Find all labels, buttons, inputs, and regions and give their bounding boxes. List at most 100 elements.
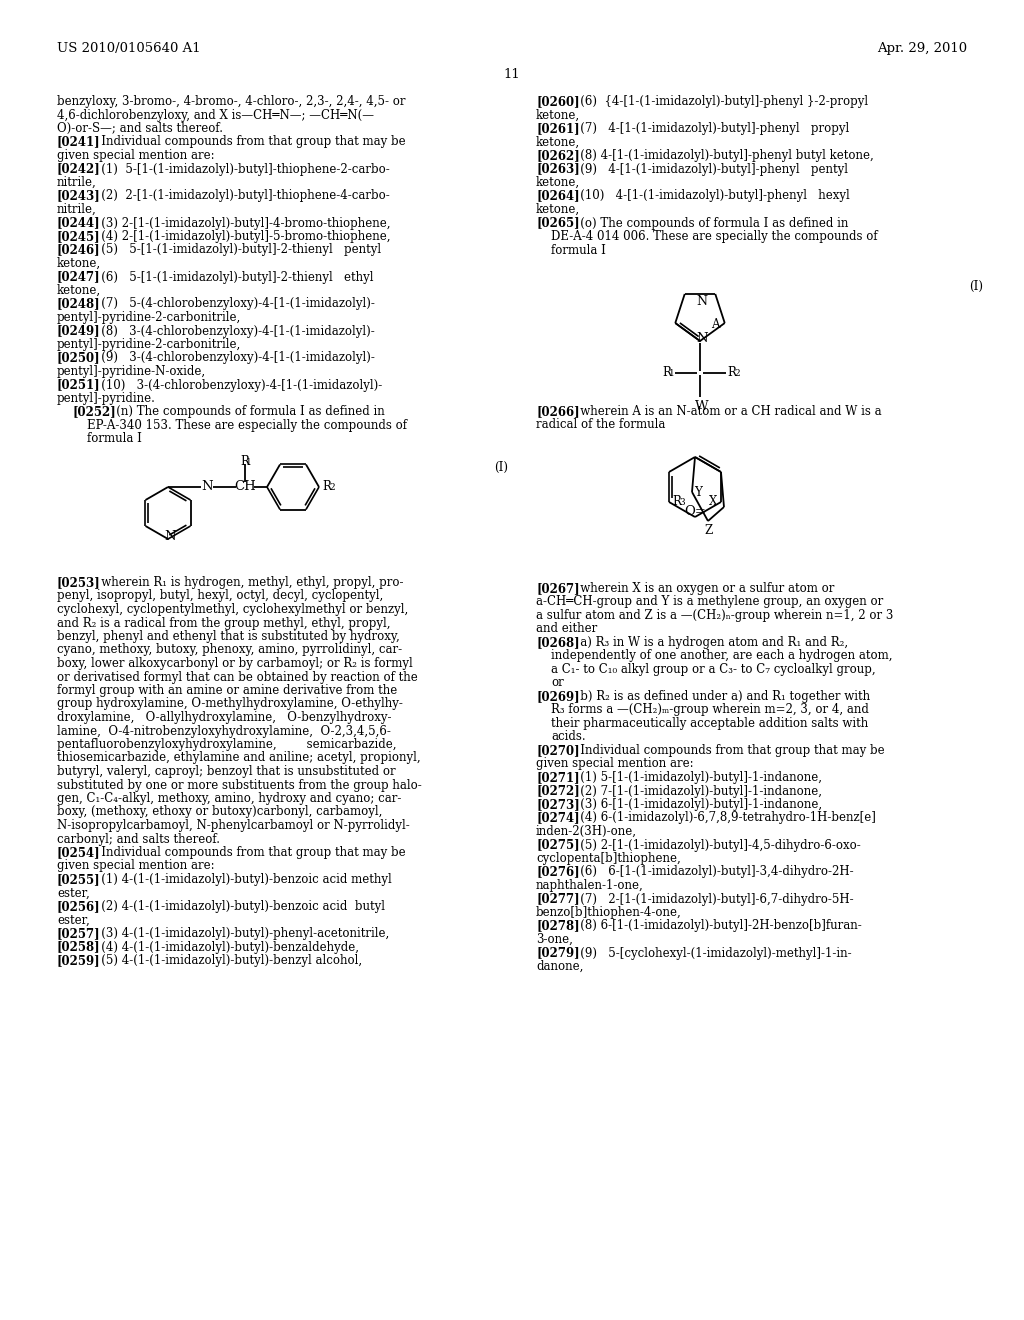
- Text: b) R₂ is as defined under a) and R₁ together with: b) R₂ is as defined under a) and R₁ toge…: [569, 690, 870, 704]
- Text: (I): (I): [969, 280, 983, 293]
- Text: [0269]: [0269]: [536, 690, 580, 704]
- Text: pentafluorobenzyloxyhydroxylamine,        semicarbazide,: pentafluorobenzyloxyhydroxylamine, semic…: [57, 738, 396, 751]
- Text: [0257]: [0257]: [57, 927, 100, 940]
- Text: (2) 7-[1-(1-imidazolyl)-butyl]-1-indanone,: (2) 7-[1-(1-imidazolyl)-butyl]-1-indanon…: [569, 784, 822, 797]
- Text: cyclohexyl, cyclopentylmethyl, cyclohexylmethyl or benzyl,: cyclohexyl, cyclopentylmethyl, cyclohexy…: [57, 603, 409, 616]
- Text: (6)  {4-[1-(1-imidazolyl)-butyl]-phenyl }-2-propyl: (6) {4-[1-(1-imidazolyl)-butyl]-phenyl }…: [569, 95, 868, 108]
- Text: [0273]: [0273]: [536, 799, 580, 810]
- Text: acids.: acids.: [551, 730, 586, 743]
- Text: (8) 6-[1-(1-imidazolyl)-butyl]-2H-benzo[b]furan-: (8) 6-[1-(1-imidazolyl)-butyl]-2H-benzo[…: [569, 920, 862, 932]
- Text: [0279]: [0279]: [536, 946, 580, 960]
- Text: [0246]: [0246]: [57, 243, 100, 256]
- Text: Apr. 29, 2010: Apr. 29, 2010: [877, 42, 967, 55]
- Text: 1: 1: [246, 458, 252, 467]
- Text: [0244]: [0244]: [57, 216, 100, 230]
- Text: [0242]: [0242]: [57, 162, 100, 176]
- Text: EP-A-340 153. These are especially the compounds of: EP-A-340 153. These are especially the c…: [87, 418, 407, 432]
- Text: W: W: [695, 400, 709, 413]
- Text: carbonyl; and salts thereof.: carbonyl; and salts thereof.: [57, 833, 220, 846]
- Text: independently of one another, are each a hydrogen atom,: independently of one another, are each a…: [551, 649, 893, 663]
- Text: [0274]: [0274]: [536, 812, 580, 825]
- Text: US 2010/0105640 A1: US 2010/0105640 A1: [57, 42, 201, 55]
- Text: (7)   4-[1-(1-imidazolyl)-butyl]-phenyl   propyl: (7) 4-[1-(1-imidazolyl)-butyl]-phenyl pr…: [569, 121, 850, 135]
- Text: (3) 2-[1-(1-imidazolyl)-butyl]-4-bromo-thiophene,: (3) 2-[1-(1-imidazolyl)-butyl]-4-bromo-t…: [90, 216, 391, 230]
- Text: [0270]: [0270]: [536, 744, 580, 756]
- Text: Y: Y: [694, 486, 701, 499]
- Text: 4,6-dichlorobenzyloxy, and X is—CH═N—; —CH═N(—: 4,6-dichlorobenzyloxy, and X is—CH═N—; —…: [57, 108, 374, 121]
- Text: 3-one,: 3-one,: [536, 933, 572, 946]
- Text: a) R₃ in W is a hydrogen atom and R₁ and R₂,: a) R₃ in W is a hydrogen atom and R₁ and…: [569, 636, 849, 649]
- Text: [0260]: [0260]: [536, 95, 580, 108]
- Text: and R₂ is a radical from the group methyl, ethyl, propyl,: and R₂ is a radical from the group methy…: [57, 616, 390, 630]
- Text: boxy, (methoxy, ethoxy or butoxy)carbonyl, carbamoyl,: boxy, (methoxy, ethoxy or butoxy)carbony…: [57, 805, 382, 818]
- Text: 3: 3: [679, 498, 685, 507]
- Text: [0266]: [0266]: [536, 405, 580, 418]
- Text: formula I: formula I: [551, 243, 606, 256]
- Text: O)-or-S—; and salts thereof.: O)-or-S—; and salts thereof.: [57, 121, 223, 135]
- Text: [0255]: [0255]: [57, 873, 100, 886]
- Text: (4) 4-(1-(1-imidazolyl)-butyl)-benzaldehyde,: (4) 4-(1-(1-imidazolyl)-butyl)-benzaldeh…: [90, 940, 359, 953]
- Text: (6)   6-[1-(1-imidazolyl)-butyl]-3,4-dihydro-2H-: (6) 6-[1-(1-imidazolyl)-butyl]-3,4-dihyd…: [569, 866, 854, 879]
- Text: [0250]: [0250]: [57, 351, 100, 364]
- Text: (2)  2-[1-(1-imidazolyl)-butyl]-thiophene-4-carbo-: (2) 2-[1-(1-imidazolyl)-butyl]-thiophene…: [90, 190, 390, 202]
- Text: [0262]: [0262]: [536, 149, 580, 162]
- Text: R: R: [672, 495, 681, 508]
- Text: [0245]: [0245]: [57, 230, 100, 243]
- Text: a C₁- to C₁₀ alkyl group or a C₃- to C₇ cycloalkyl group,: a C₁- to C₁₀ alkyl group or a C₃- to C₇ …: [551, 663, 876, 676]
- Text: Individual compounds from that group that may be: Individual compounds from that group tha…: [90, 136, 406, 149]
- Text: [0253]: [0253]: [57, 576, 100, 589]
- Text: wherein X is an oxygen or a sulfur atom or: wherein X is an oxygen or a sulfur atom …: [569, 582, 835, 595]
- Text: formula I: formula I: [87, 433, 142, 446]
- Text: cyano, methoxy, butoxy, phenoxy, amino, pyrrolidinyl, car-: cyano, methoxy, butoxy, phenoxy, amino, …: [57, 644, 402, 656]
- Text: benzyl, phenyl and ethenyl that is substituted by hydroxy,: benzyl, phenyl and ethenyl that is subst…: [57, 630, 399, 643]
- Text: 2: 2: [329, 483, 335, 492]
- Text: (5) 2-[1-(1-imidazolyl)-butyl]-4,5-dihydro-6-oxo-: (5) 2-[1-(1-imidazolyl)-butyl]-4,5-dihyd…: [569, 838, 861, 851]
- Text: radical of the formula: radical of the formula: [536, 418, 666, 432]
- Text: [0256]: [0256]: [57, 900, 100, 913]
- Text: [0276]: [0276]: [536, 866, 580, 879]
- Text: (6)   5-[1-(1-imidazolyl)-butyl]-2-thienyl   ethyl: (6) 5-[1-(1-imidazolyl)-butyl]-2-thienyl…: [90, 271, 374, 284]
- Text: [0264]: [0264]: [536, 190, 580, 202]
- Text: wherein R₁ is hydrogen, methyl, ethyl, propyl, pro-: wherein R₁ is hydrogen, methyl, ethyl, p…: [90, 576, 403, 589]
- Text: penyl, isopropyl, butyl, hexyl, octyl, decyl, cyclopentyl,: penyl, isopropyl, butyl, hexyl, octyl, d…: [57, 590, 383, 602]
- Text: gen, C₁-C₄-alkyl, methoxy, amino, hydroxy and cyano; car-: gen, C₁-C₄-alkyl, methoxy, amino, hydrox…: [57, 792, 401, 805]
- Text: [0252]: [0252]: [72, 405, 116, 418]
- Text: (3) 4-(1-(1-imidazolyl)-butyl)-phenyl-acetonitrile,: (3) 4-(1-(1-imidazolyl)-butyl)-phenyl-ac…: [90, 927, 389, 940]
- Text: R: R: [662, 366, 671, 379]
- Text: (I): (I): [494, 461, 508, 474]
- Text: (n) The compounds of formula I as defined in: (n) The compounds of formula I as define…: [105, 405, 385, 418]
- Text: (8) 4-[1-(1-imidazolyl)-butyl]-phenyl butyl ketone,: (8) 4-[1-(1-imidazolyl)-butyl]-phenyl bu…: [569, 149, 874, 162]
- Text: [0241]: [0241]: [57, 136, 100, 149]
- Text: (3) 6-[1-(1-imidazolyl)-butyl]-1-indanone,: (3) 6-[1-(1-imidazolyl)-butyl]-1-indanon…: [569, 799, 822, 810]
- Text: given special mention are:: given special mention are:: [57, 149, 215, 162]
- Text: ester,: ester,: [57, 887, 90, 899]
- Text: (1) 5-[1-(1-imidazolyl)-butyl]-1-indanone,: (1) 5-[1-(1-imidazolyl)-butyl]-1-indanon…: [569, 771, 822, 784]
- Text: [0254]: [0254]: [57, 846, 100, 859]
- Text: their pharmaceutically acceptable addition salts with: their pharmaceutically acceptable additi…: [551, 717, 868, 730]
- Text: benzyloxy, 3-bromo-, 4-bromo-, 4-chloro-, 2,3-, 2,4-, 4,5- or: benzyloxy, 3-bromo-, 4-bromo-, 4-chloro-…: [57, 95, 406, 108]
- Text: R: R: [322, 480, 331, 492]
- Text: and either: and either: [536, 623, 597, 635]
- Text: (9)   4-[1-(1-imidazolyl)-butyl]-phenyl   pentyl: (9) 4-[1-(1-imidazolyl)-butyl]-phenyl pe…: [569, 162, 848, 176]
- Text: O=: O=: [684, 506, 706, 517]
- Text: wherein A is an N-atom or a CH radical and W is a: wherein A is an N-atom or a CH radical a…: [569, 405, 882, 418]
- Text: N: N: [696, 333, 708, 345]
- Text: group hydroxylamine, O-methylhydroxylamine, O-ethylhy-: group hydroxylamine, O-methylhydroxylami…: [57, 697, 402, 710]
- Text: ester,: ester,: [57, 913, 90, 927]
- Text: Z: Z: [703, 524, 713, 537]
- Text: ketone,: ketone,: [57, 257, 101, 271]
- Text: [0249]: [0249]: [57, 325, 100, 338]
- Text: N: N: [164, 531, 176, 543]
- Text: [0251]: [0251]: [57, 379, 100, 392]
- Text: (2) 4-(1-(1-imidazolyl)-butyl)-benzoic acid  butyl: (2) 4-(1-(1-imidazolyl)-butyl)-benzoic a…: [90, 900, 385, 913]
- Text: pentyl]-pyridine-2-carbonitrile,: pentyl]-pyridine-2-carbonitrile,: [57, 338, 242, 351]
- Text: (8)   3-(4-chlorobenzyloxy)-4-[1-(1-imidazolyl)-: (8) 3-(4-chlorobenzyloxy)-4-[1-(1-imidaz…: [90, 325, 375, 338]
- Text: (10)   4-[1-(1-imidazolyl)-butyl]-phenyl   hexyl: (10) 4-[1-(1-imidazolyl)-butyl]-phenyl h…: [569, 190, 850, 202]
- Text: pentyl]-pyridine.: pentyl]-pyridine.: [57, 392, 156, 405]
- Text: DE-A-4 014 006. These are specially the compounds of: DE-A-4 014 006. These are specially the …: [551, 230, 878, 243]
- Text: ketone,: ketone,: [536, 136, 581, 149]
- Text: ketone,: ketone,: [536, 176, 581, 189]
- Text: [0275]: [0275]: [536, 838, 580, 851]
- Text: droxylamine,   O-allylhydroxylamine,   O-benzylhydroxy-: droxylamine, O-allylhydroxylamine, O-ben…: [57, 711, 391, 723]
- Text: (7)   5-(4-chlorobenzyloxy)-4-[1-(1-imidazolyl)-: (7) 5-(4-chlorobenzyloxy)-4-[1-(1-imidaz…: [90, 297, 375, 310]
